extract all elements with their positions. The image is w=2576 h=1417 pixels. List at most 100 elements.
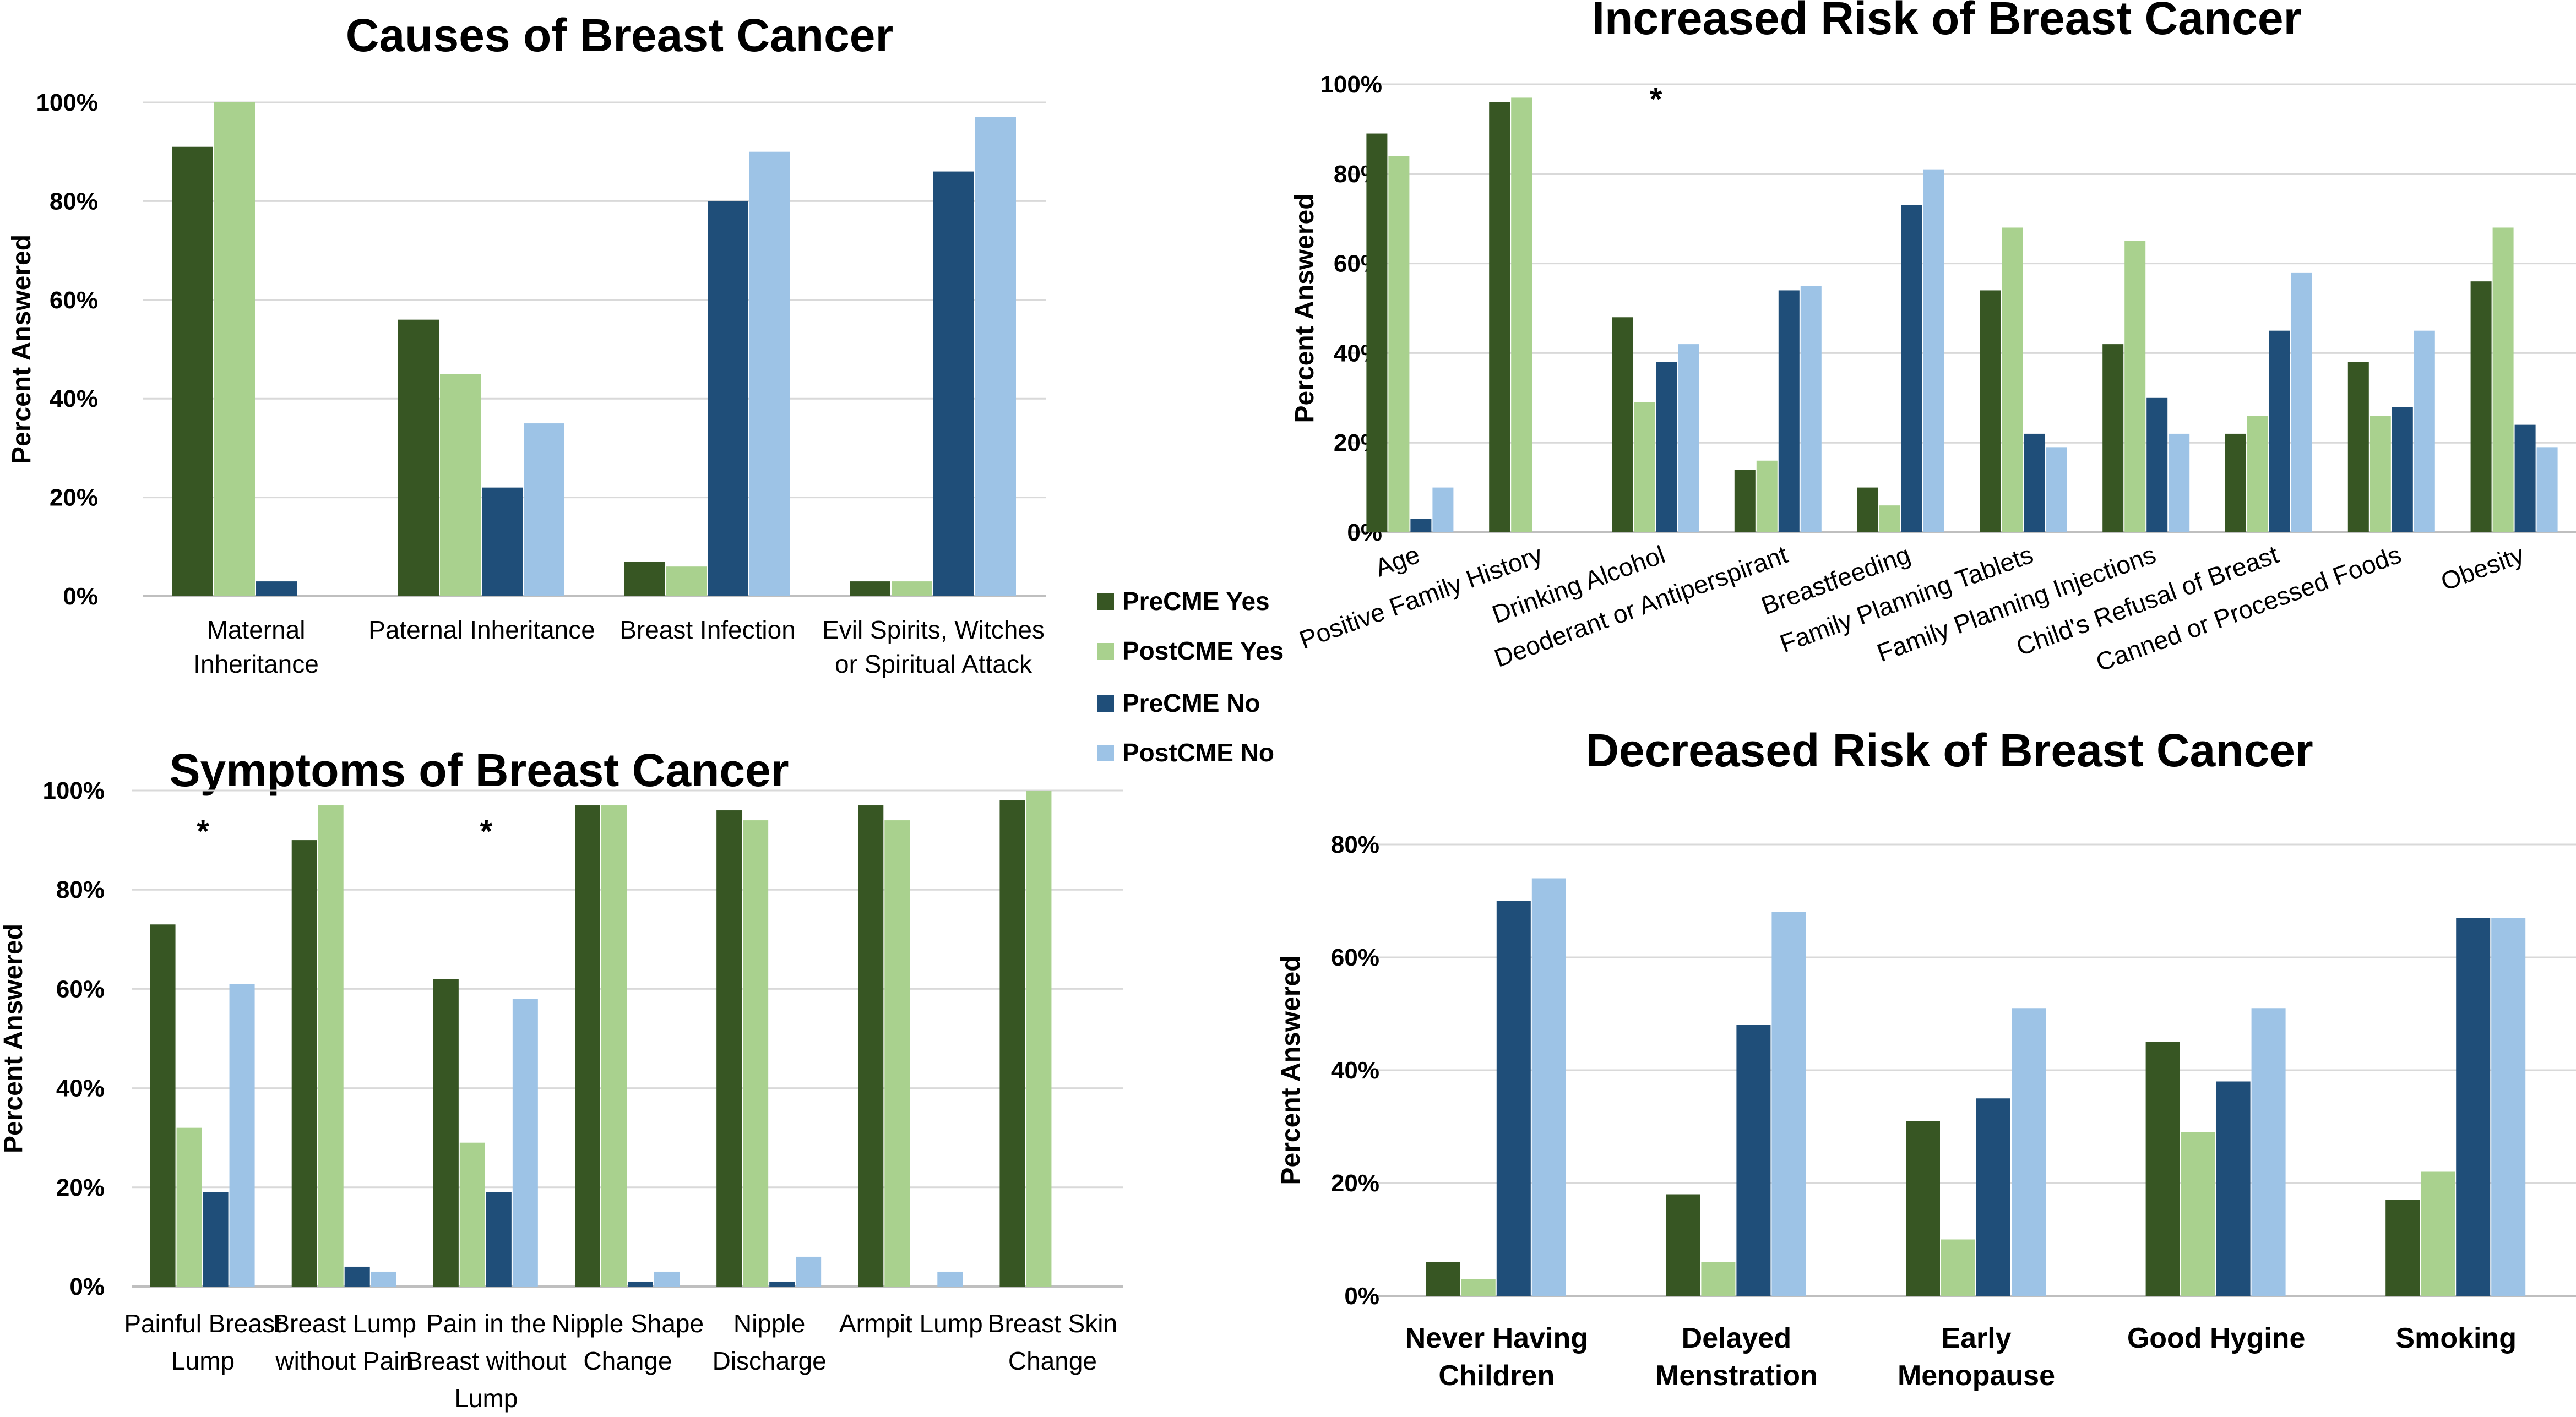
x-tick-label-line: Paternal Inheritance bbox=[368, 615, 595, 644]
bar-precme-yes bbox=[1906, 1121, 1940, 1296]
legend-swatch-precme-yes bbox=[1097, 593, 1114, 610]
bar-precme-no bbox=[1656, 362, 1677, 532]
bar-postcme-yes bbox=[459, 1142, 485, 1287]
bar-postcme-no bbox=[2251, 1008, 2286, 1296]
x-tick-label: Smoking bbox=[2395, 1322, 2517, 1354]
bar-precme-yes bbox=[1426, 1262, 1460, 1296]
bar-precme-yes bbox=[1489, 102, 1510, 532]
y-tick-label: 0% bbox=[1344, 1283, 1379, 1310]
bar-postcme-no bbox=[2491, 918, 2526, 1296]
x-tick-label-line: Pain in the bbox=[426, 1309, 546, 1338]
bar-precme-no bbox=[2269, 330, 2290, 532]
x-tick-label: Obesity bbox=[2437, 540, 2528, 596]
bar-postcme-no bbox=[371, 1271, 396, 1287]
bar-postcme-yes bbox=[440, 374, 481, 596]
x-tick-label: Never Having Children bbox=[1405, 1322, 1588, 1392]
x-tick-label-line: Good Hygine bbox=[2127, 1322, 2306, 1354]
bar-postcme-yes bbox=[1026, 791, 1052, 1287]
x-tick-label-line: Lump bbox=[454, 1384, 518, 1413]
symptoms-chart: Symptoms of Breast Cancer Percent Answere… bbox=[0, 744, 1123, 1413]
y-tick-label: 80% bbox=[50, 188, 98, 215]
x-tick-label-line: Menopause bbox=[1898, 1360, 2055, 1392]
legend-label: PostCME No bbox=[1122, 738, 1274, 767]
bar-postcme-yes bbox=[318, 805, 344, 1287]
x-tick-label: Armpit Lump bbox=[839, 1309, 983, 1338]
bar-postcme-no bbox=[2046, 447, 2067, 532]
bar-postcme-no bbox=[796, 1256, 822, 1287]
x-tick-label-line: Nipple Shape bbox=[552, 1309, 704, 1338]
bar-postcme-yes bbox=[1756, 460, 1778, 532]
bar-precme-no bbox=[203, 1192, 229, 1287]
bar-postcme-no bbox=[2169, 433, 2190, 532]
x-tick-label: Breast Lump without Pain bbox=[273, 1309, 416, 1375]
bar-postcme-yes bbox=[601, 805, 627, 1287]
bar-postcme-no bbox=[229, 984, 255, 1287]
x-tick-label-line: Armpit Lump bbox=[839, 1309, 983, 1338]
x-tick-label: Age bbox=[1371, 540, 1423, 582]
x-tick-label-line: Evil Spirits, Witches bbox=[822, 615, 1045, 644]
x-tick-label: Early Menopause bbox=[1898, 1322, 2055, 1392]
legend-label: PostCME Yes bbox=[1122, 636, 1284, 665]
x-tick-label: Breast Infection bbox=[619, 615, 796, 644]
bar-precme-no bbox=[628, 1281, 653, 1287]
legend-label: PreCME Yes bbox=[1122, 587, 1270, 615]
x-tick-label-line: Lump bbox=[171, 1347, 235, 1375]
causes-chart: Causes of Breast Cancer Percent Answered 0… bbox=[7, 9, 1046, 678]
significance-marker: * bbox=[197, 814, 209, 849]
bar-postcme-no bbox=[749, 151, 790, 596]
bar-precme-yes bbox=[1366, 133, 1388, 533]
bar-postcme-yes bbox=[1941, 1239, 1975, 1296]
chart-title: Causes of Breast Cancer bbox=[346, 9, 893, 61]
bar-postcme-no bbox=[2012, 1008, 2046, 1296]
y-tick-label: 100% bbox=[42, 777, 105, 804]
y-tick-label: 20% bbox=[1331, 1170, 1379, 1197]
bar-precme-no bbox=[2024, 433, 2045, 532]
bar-precme-no bbox=[2514, 424, 2536, 532]
bar-postcme-yes bbox=[2492, 227, 2514, 533]
x-tick-label-line: Breast without bbox=[406, 1347, 567, 1375]
bar-precme-yes bbox=[2470, 281, 2492, 532]
bar-precme-no bbox=[2146, 397, 2168, 532]
legend-label: PreCME No bbox=[1122, 689, 1260, 717]
bar-postcme-yes bbox=[2124, 241, 2146, 532]
bar-precme-no bbox=[1736, 1025, 1771, 1296]
bar-precme-yes bbox=[398, 319, 439, 596]
significance-marker: * bbox=[1650, 81, 1662, 117]
y-tick-label: 60% bbox=[1331, 944, 1379, 971]
bar-postcme-yes bbox=[1511, 97, 1532, 533]
bar-precme-yes bbox=[2347, 362, 2369, 532]
bar-postcme-no bbox=[1771, 912, 1806, 1296]
bar-postcme-no bbox=[1531, 878, 1566, 1296]
x-tick-label-line: Menstration bbox=[1655, 1360, 1818, 1392]
y-tick-label: 80% bbox=[1331, 831, 1379, 858]
legend-swatch-postcme-no bbox=[1097, 745, 1114, 761]
x-tick-label-line: Never Having bbox=[1405, 1322, 1588, 1354]
x-tick-label-line: Breast Infection bbox=[619, 615, 796, 644]
bar-precme-yes bbox=[1857, 487, 1878, 532]
bar-postcme-yes bbox=[2181, 1132, 2215, 1296]
bar-postcme-no bbox=[524, 423, 564, 596]
bar-precme-yes bbox=[433, 979, 459, 1287]
x-tick-label-line: Inheritance bbox=[193, 650, 319, 678]
y-tick-label: 100% bbox=[1320, 71, 1382, 98]
bar-precme-yes bbox=[2225, 433, 2246, 532]
y-tick-label: 60% bbox=[56, 975, 105, 1002]
bar-precme-yes bbox=[1734, 470, 1756, 532]
chart-title: Symptoms of Breast Cancer bbox=[169, 744, 789, 796]
bar-postcme-yes bbox=[2002, 227, 2023, 533]
bar-precme-no bbox=[1901, 205, 1922, 532]
bar-precme-no bbox=[933, 171, 974, 597]
x-tick-label: Nipple Shape Change bbox=[552, 1309, 704, 1375]
bar-postcme-yes bbox=[1879, 505, 1900, 532]
bar-postcme-yes bbox=[1634, 402, 1655, 532]
bar-precme-no bbox=[2456, 918, 2491, 1296]
bar-precme-no bbox=[708, 201, 748, 596]
bar-precme-no bbox=[2216, 1081, 2251, 1296]
x-tick-label: Painful Breast Lump bbox=[124, 1309, 282, 1375]
x-tick-label-line: Change bbox=[1008, 1347, 1097, 1375]
x-tick-label: Delayed Menstration bbox=[1655, 1322, 1818, 1392]
x-tick-label-line: Breast Lump bbox=[273, 1309, 416, 1338]
bar-postcme-no bbox=[975, 117, 1016, 596]
bar-precme-no bbox=[2392, 407, 2413, 532]
bar-precme-yes bbox=[2145, 1042, 2180, 1296]
